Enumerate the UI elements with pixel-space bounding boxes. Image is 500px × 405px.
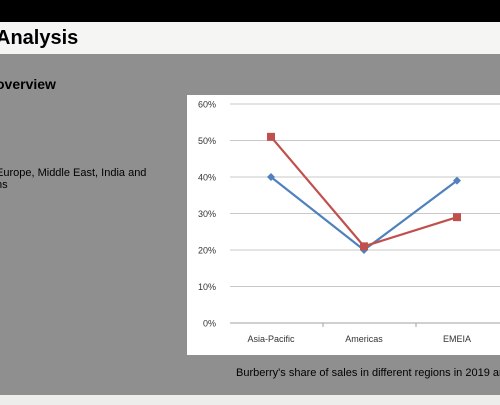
- y-tick-label: 40%: [198, 173, 216, 183]
- y-tick-label: 50%: [198, 136, 216, 146]
- body-line-1: Europe, Middle East, India and: [0, 167, 147, 179]
- chart-caption: Burberry's share of sales in different r…: [236, 367, 500, 379]
- body-text: Europe, Middle East, India and ns: [0, 167, 146, 191]
- x-tick-label: Asia-Pacific: [247, 334, 295, 344]
- y-tick-label: 20%: [198, 246, 216, 256]
- slide-area: overview Europe, Middle East, India and …: [0, 54, 500, 395]
- chart-svg: 0% 10% 20% 30% 40% 50% 60% Asia-Pacific Americas…: [198, 100, 500, 344]
- y-tick-label: 0%: [203, 319, 216, 329]
- data-point-marker: [453, 213, 461, 222]
- y-tick-label: 60%: [198, 100, 216, 110]
- line-chart: 0% 10% 20% 30% 40% 50% 60% Asia-Pacific Americas…: [187, 95, 500, 355]
- title-bar: Analysis: [0, 22, 500, 54]
- y-tick-label: 30%: [198, 209, 216, 219]
- page-title: Analysis: [0, 27, 79, 49]
- top-black-bar: [0, 0, 500, 22]
- bottom-bar: [0, 395, 500, 405]
- section-heading: overview: [0, 76, 56, 92]
- data-point-marker: [453, 176, 461, 185]
- data-point-marker: [360, 242, 368, 251]
- y-tick-label: 10%: [198, 282, 216, 292]
- x-tick-label: EMEIA: [443, 334, 471, 344]
- body-line-2: ns: [0, 179, 8, 191]
- series-line-2: [270, 136, 458, 248]
- x-tick-label: Americas: [345, 334, 383, 344]
- data-point-marker: [267, 173, 275, 181]
- data-point-marker: [267, 132, 275, 141]
